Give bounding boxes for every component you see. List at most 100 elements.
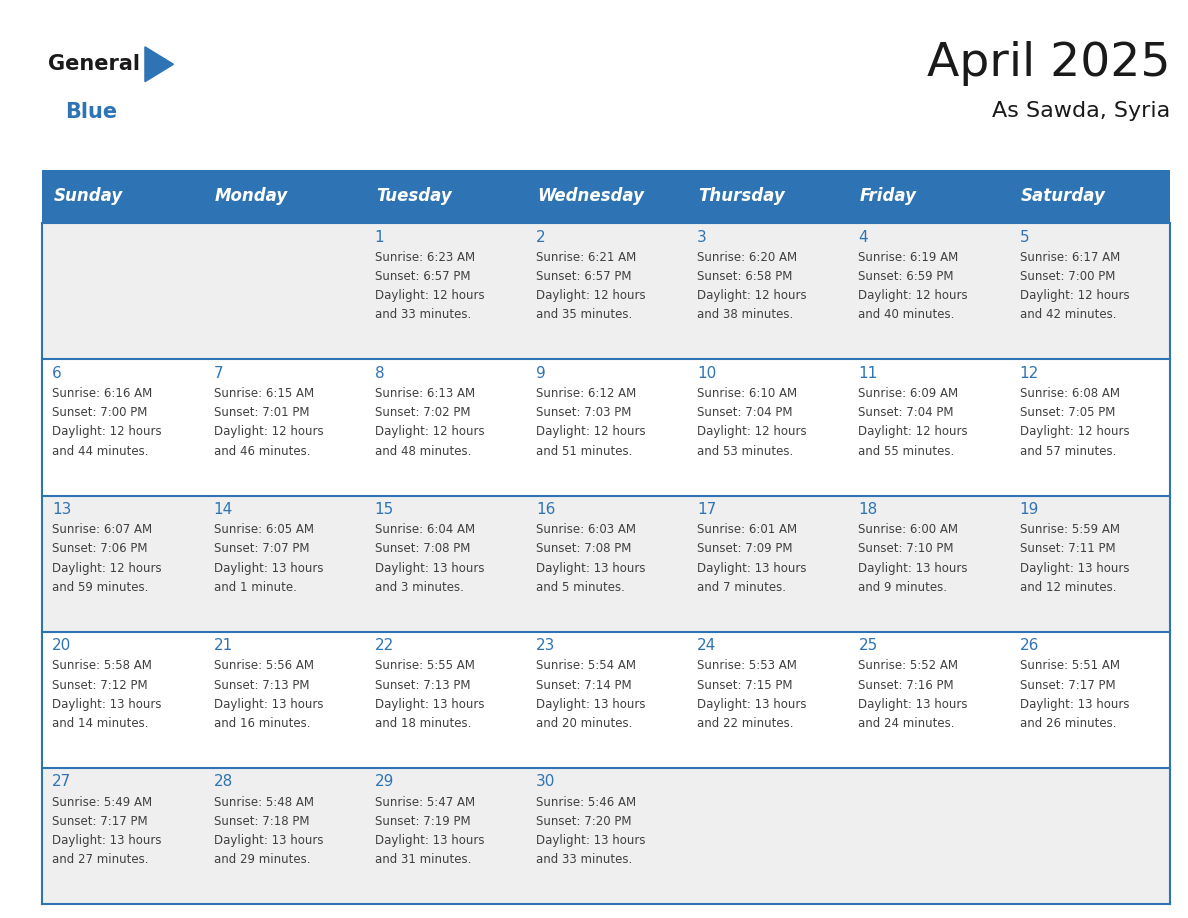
Text: 16: 16 bbox=[536, 502, 555, 517]
Text: 30: 30 bbox=[536, 775, 555, 789]
Text: and 9 minutes.: and 9 minutes. bbox=[859, 581, 947, 594]
Text: Daylight: 12 hours: Daylight: 12 hours bbox=[374, 425, 485, 439]
Text: and 44 minutes.: and 44 minutes. bbox=[52, 444, 148, 458]
Text: Sunset: 7:04 PM: Sunset: 7:04 PM bbox=[697, 406, 792, 420]
Text: Sunset: 7:08 PM: Sunset: 7:08 PM bbox=[536, 543, 631, 555]
Text: 8: 8 bbox=[374, 365, 385, 381]
Text: 28: 28 bbox=[214, 775, 233, 789]
Text: and 33 minutes.: and 33 minutes. bbox=[374, 308, 470, 321]
Text: Sunset: 7:18 PM: Sunset: 7:18 PM bbox=[214, 815, 309, 828]
Text: Sunrise: 6:05 AM: Sunrise: 6:05 AM bbox=[214, 523, 314, 536]
FancyBboxPatch shape bbox=[42, 170, 1170, 223]
Text: 12: 12 bbox=[1019, 365, 1038, 381]
Text: Sunrise: 6:03 AM: Sunrise: 6:03 AM bbox=[536, 523, 636, 536]
Text: Sunset: 7:01 PM: Sunset: 7:01 PM bbox=[214, 406, 309, 420]
Text: 1: 1 bbox=[374, 230, 385, 244]
Text: Sunrise: 6:20 AM: Sunrise: 6:20 AM bbox=[697, 251, 797, 263]
FancyBboxPatch shape bbox=[42, 223, 1170, 359]
Text: Daylight: 12 hours: Daylight: 12 hours bbox=[859, 425, 968, 439]
Text: 14: 14 bbox=[214, 502, 233, 517]
Text: Sunrise: 6:08 AM: Sunrise: 6:08 AM bbox=[1019, 386, 1119, 400]
Text: Sunset: 7:10 PM: Sunset: 7:10 PM bbox=[859, 543, 954, 555]
Text: and 33 minutes.: and 33 minutes. bbox=[536, 854, 632, 867]
Text: 5: 5 bbox=[1019, 230, 1029, 244]
Text: Sunrise: 6:17 AM: Sunrise: 6:17 AM bbox=[1019, 251, 1120, 263]
Text: 15: 15 bbox=[374, 502, 394, 517]
Text: General: General bbox=[48, 54, 139, 74]
Text: Sunset: 6:59 PM: Sunset: 6:59 PM bbox=[859, 270, 954, 283]
Text: Sunrise: 5:56 AM: Sunrise: 5:56 AM bbox=[214, 659, 314, 672]
Text: Sunset: 7:17 PM: Sunset: 7:17 PM bbox=[52, 815, 147, 828]
Text: Sunset: 6:57 PM: Sunset: 6:57 PM bbox=[536, 270, 632, 283]
Text: Sunrise: 6:12 AM: Sunrise: 6:12 AM bbox=[536, 386, 637, 400]
Text: Daylight: 13 hours: Daylight: 13 hours bbox=[536, 562, 645, 575]
Text: and 27 minutes.: and 27 minutes. bbox=[52, 854, 148, 867]
Text: and 40 minutes.: and 40 minutes. bbox=[859, 308, 955, 321]
Text: Sunset: 7:04 PM: Sunset: 7:04 PM bbox=[859, 406, 954, 420]
Text: 11: 11 bbox=[859, 365, 878, 381]
Text: Daylight: 13 hours: Daylight: 13 hours bbox=[697, 698, 807, 711]
Text: Sunset: 7:19 PM: Sunset: 7:19 PM bbox=[374, 815, 470, 828]
Text: Daylight: 13 hours: Daylight: 13 hours bbox=[52, 834, 162, 847]
Text: Sunset: 7:08 PM: Sunset: 7:08 PM bbox=[374, 543, 470, 555]
Text: Sunrise: 6:00 AM: Sunrise: 6:00 AM bbox=[859, 523, 959, 536]
Text: 10: 10 bbox=[697, 365, 716, 381]
Text: Sunrise: 5:46 AM: Sunrise: 5:46 AM bbox=[536, 796, 636, 809]
Text: Sunset: 7:14 PM: Sunset: 7:14 PM bbox=[536, 678, 632, 691]
Text: Saturday: Saturday bbox=[1020, 187, 1106, 206]
Text: 29: 29 bbox=[374, 775, 394, 789]
Text: and 12 minutes.: and 12 minutes. bbox=[1019, 581, 1117, 594]
Text: Sunrise: 6:13 AM: Sunrise: 6:13 AM bbox=[374, 386, 475, 400]
Text: and 24 minutes.: and 24 minutes. bbox=[859, 717, 955, 730]
Text: Daylight: 12 hours: Daylight: 12 hours bbox=[536, 425, 645, 439]
Text: 20: 20 bbox=[52, 638, 71, 654]
Text: Sunset: 6:58 PM: Sunset: 6:58 PM bbox=[697, 270, 792, 283]
Text: and 5 minutes.: and 5 minutes. bbox=[536, 581, 625, 594]
Text: Daylight: 13 hours: Daylight: 13 hours bbox=[536, 834, 645, 847]
Text: Daylight: 12 hours: Daylight: 12 hours bbox=[536, 289, 645, 302]
Text: 23: 23 bbox=[536, 638, 555, 654]
Text: 6: 6 bbox=[52, 365, 62, 381]
Text: Sunset: 7:13 PM: Sunset: 7:13 PM bbox=[214, 678, 309, 691]
Text: Daylight: 13 hours: Daylight: 13 hours bbox=[214, 562, 323, 575]
Text: Sunrise: 6:15 AM: Sunrise: 6:15 AM bbox=[214, 386, 314, 400]
Text: and 38 minutes.: and 38 minutes. bbox=[697, 308, 794, 321]
Text: Daylight: 13 hours: Daylight: 13 hours bbox=[697, 562, 807, 575]
Text: Sunrise: 6:10 AM: Sunrise: 6:10 AM bbox=[697, 386, 797, 400]
Text: Sunset: 7:11 PM: Sunset: 7:11 PM bbox=[1019, 543, 1116, 555]
Text: 4: 4 bbox=[859, 230, 868, 244]
Text: Daylight: 13 hours: Daylight: 13 hours bbox=[214, 698, 323, 711]
Text: Sunset: 7:16 PM: Sunset: 7:16 PM bbox=[859, 678, 954, 691]
Text: Daylight: 13 hours: Daylight: 13 hours bbox=[859, 562, 968, 575]
Text: Sunset: 7:00 PM: Sunset: 7:00 PM bbox=[1019, 270, 1116, 283]
Text: Daylight: 12 hours: Daylight: 12 hours bbox=[1019, 289, 1130, 302]
Text: Sunday: Sunday bbox=[53, 187, 122, 206]
Text: Sunrise: 6:07 AM: Sunrise: 6:07 AM bbox=[52, 523, 152, 536]
Text: Sunrise: 6:21 AM: Sunrise: 6:21 AM bbox=[536, 251, 637, 263]
Text: Sunrise: 5:59 AM: Sunrise: 5:59 AM bbox=[1019, 523, 1119, 536]
Text: Sunrise: 5:52 AM: Sunrise: 5:52 AM bbox=[859, 659, 959, 672]
Text: Daylight: 13 hours: Daylight: 13 hours bbox=[374, 834, 485, 847]
FancyBboxPatch shape bbox=[42, 632, 1170, 768]
Text: Sunrise: 6:04 AM: Sunrise: 6:04 AM bbox=[374, 523, 475, 536]
Text: Sunrise: 6:16 AM: Sunrise: 6:16 AM bbox=[52, 386, 152, 400]
Text: Sunrise: 6:01 AM: Sunrise: 6:01 AM bbox=[697, 523, 797, 536]
Text: Daylight: 12 hours: Daylight: 12 hours bbox=[214, 425, 323, 439]
Polygon shape bbox=[145, 47, 173, 82]
Text: Daylight: 12 hours: Daylight: 12 hours bbox=[52, 562, 162, 575]
Text: As Sawda, Syria: As Sawda, Syria bbox=[992, 101, 1170, 121]
Text: Tuesday: Tuesday bbox=[375, 187, 451, 206]
Text: Sunset: 7:05 PM: Sunset: 7:05 PM bbox=[1019, 406, 1116, 420]
Text: Friday: Friday bbox=[860, 187, 917, 206]
FancyBboxPatch shape bbox=[42, 496, 1170, 632]
Text: Sunset: 7:00 PM: Sunset: 7:00 PM bbox=[52, 406, 147, 420]
Text: Sunset: 7:13 PM: Sunset: 7:13 PM bbox=[374, 678, 470, 691]
Text: Daylight: 13 hours: Daylight: 13 hours bbox=[536, 698, 645, 711]
Text: Sunrise: 6:09 AM: Sunrise: 6:09 AM bbox=[859, 386, 959, 400]
Text: Sunrise: 5:48 AM: Sunrise: 5:48 AM bbox=[214, 796, 314, 809]
Text: and 31 minutes.: and 31 minutes. bbox=[374, 854, 472, 867]
FancyBboxPatch shape bbox=[42, 359, 1170, 496]
Text: Daylight: 13 hours: Daylight: 13 hours bbox=[214, 834, 323, 847]
Text: and 18 minutes.: and 18 minutes. bbox=[374, 717, 472, 730]
Text: Sunrise: 5:53 AM: Sunrise: 5:53 AM bbox=[697, 659, 797, 672]
